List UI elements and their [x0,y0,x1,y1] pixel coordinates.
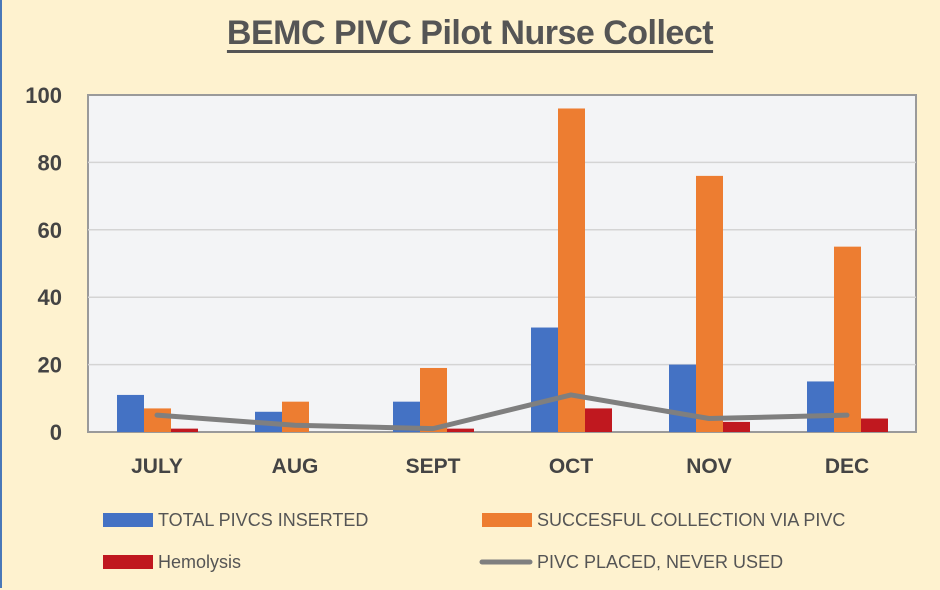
x-tick-label: NOV [686,455,732,478]
legend-label: TOTAL PIVCS INSERTED [158,510,368,530]
bar-succesful-collection-via-pivc-nov [696,175,723,432]
legend-label: PIVC PLACED, NEVER USED [537,552,783,572]
legend-swatch [103,555,153,569]
bar-total-pivcs-inserted-oct [531,327,558,432]
bar-succesful-collection-via-pivc-dec [834,246,861,432]
bar-total-pivcs-inserted-dec [807,381,834,432]
x-tick-label: OCT [549,455,594,478]
legend-label: SUCCESFUL COLLECTION VIA PIVC [537,510,845,530]
bar-hemolysis-dec [861,418,888,432]
bar-hemolysis-july [171,428,198,432]
y-tick-label: 60 [38,218,62,243]
y-tick-label: 40 [38,285,62,310]
x-tick-label: AUG [272,455,319,478]
bar-succesful-collection-via-pivc-oct [558,108,585,432]
x-tick-label: JULY [131,455,183,478]
plot-area [87,94,917,433]
x-tick-label: DEC [825,455,869,478]
bar-hemolysis-nov [723,421,750,432]
bar-total-pivcs-inserted-july [117,394,144,432]
line-series-never-used [154,392,850,432]
x-tick-label: SEPT [406,455,461,478]
legend-swatch [103,513,153,527]
y-tick-label: 100 [25,83,62,108]
chart-title: BEMC PIVC Pilot Nurse Collect [226,14,714,52]
y-tick-label: 80 [38,150,62,175]
bar-succesful-collection-via-pivc-sept [420,367,447,432]
legend-swatch [482,513,532,527]
bar-succesful-collection-via-pivc-july [144,408,171,432]
bar-hemolysis-oct [585,408,612,432]
bar-total-pivcs-inserted-nov [669,364,696,432]
legend-label: Hemolysis [158,552,241,572]
bar-hemolysis-sept [447,428,474,432]
y-tick-label: 20 [38,353,62,378]
y-tick-label: 0 [50,420,62,445]
